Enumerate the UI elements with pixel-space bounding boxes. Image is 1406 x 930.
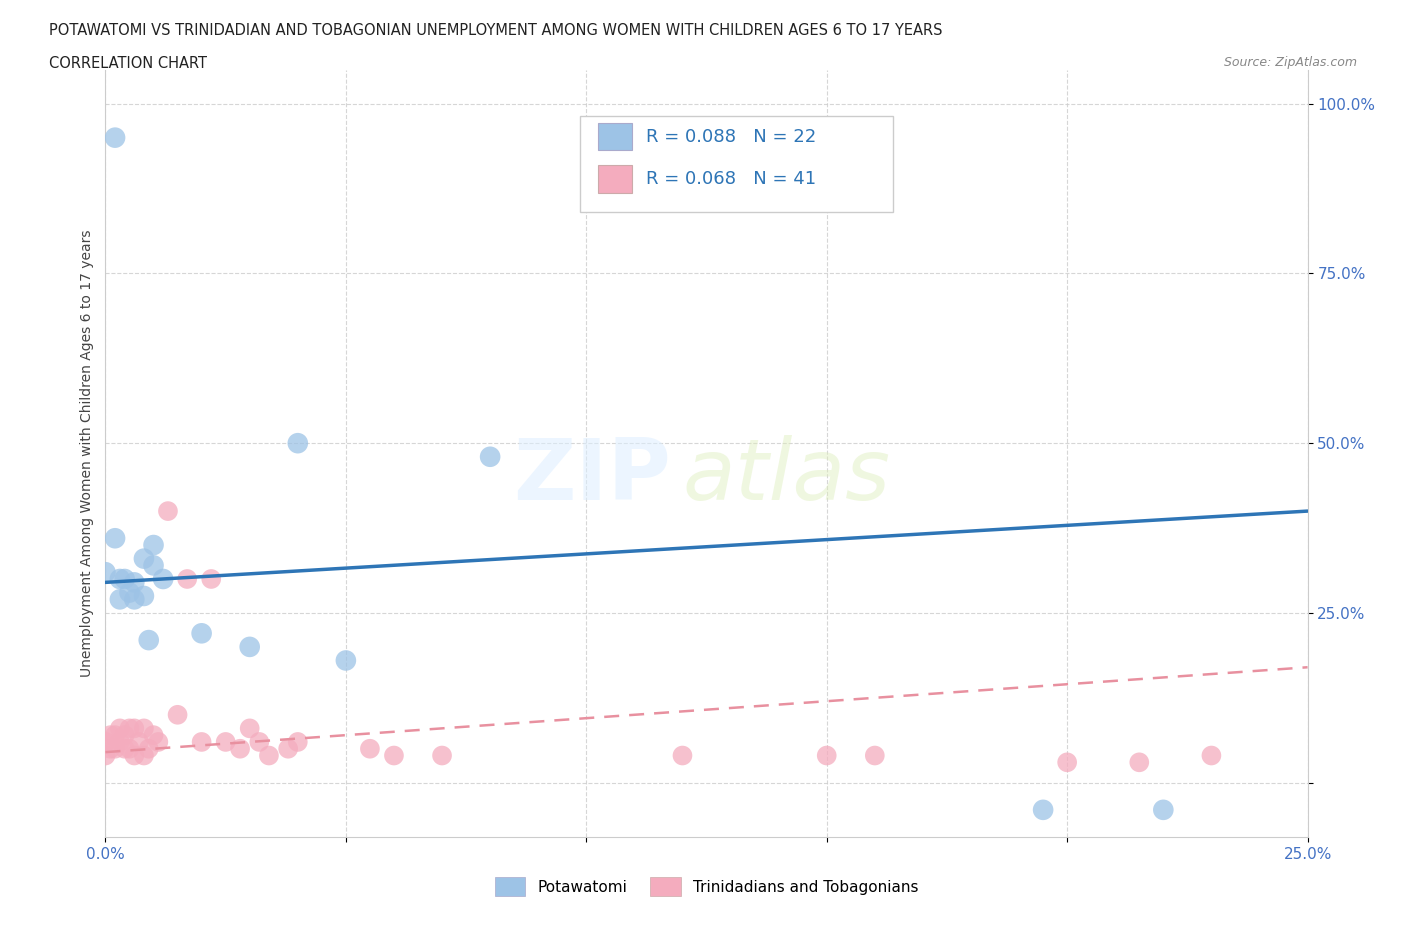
- Point: [124, 721, 146, 736]
- Point: [257, 748, 280, 763]
- Point: [108, 721, 131, 736]
- Text: atlas: atlas: [682, 435, 890, 518]
- Point: [132, 589, 155, 604]
- Point: [124, 591, 146, 606]
- Point: [114, 572, 136, 587]
- FancyBboxPatch shape: [581, 116, 893, 212]
- Point: [239, 721, 262, 736]
- Point: [138, 632, 160, 647]
- Point: [863, 748, 886, 763]
- Point: [247, 735, 270, 750]
- Point: [94, 735, 117, 750]
- Text: Source: ZipAtlas.com: Source: ZipAtlas.com: [1223, 56, 1357, 69]
- Point: [98, 741, 121, 756]
- Point: [1128, 755, 1150, 770]
- Point: [132, 721, 155, 736]
- Bar: [599, 165, 631, 193]
- Point: [1032, 803, 1054, 817]
- Point: [156, 504, 179, 519]
- Point: [132, 551, 155, 566]
- Point: [1152, 803, 1174, 817]
- Point: [148, 735, 170, 750]
- Point: [277, 741, 299, 756]
- Point: [1201, 748, 1223, 763]
- Point: [190, 735, 212, 750]
- Point: [166, 708, 188, 723]
- Point: [108, 572, 131, 587]
- Point: [815, 748, 838, 763]
- Point: [239, 640, 262, 655]
- Point: [142, 558, 165, 573]
- Point: [190, 626, 212, 641]
- Point: [128, 735, 150, 750]
- Point: [104, 741, 127, 756]
- Text: R = 0.068   N = 41: R = 0.068 N = 41: [647, 169, 817, 188]
- Point: [142, 538, 165, 552]
- Point: [152, 572, 174, 587]
- Point: [214, 735, 236, 750]
- Text: R = 0.088   N = 22: R = 0.088 N = 22: [647, 127, 817, 145]
- Point: [104, 531, 127, 546]
- Y-axis label: Unemployment Among Women with Children Ages 6 to 17 years: Unemployment Among Women with Children A…: [80, 230, 94, 677]
- Point: [94, 748, 117, 763]
- Point: [108, 591, 131, 606]
- Text: POTAWATOMI VS TRINIDADIAN AND TOBAGONIAN UNEMPLOYMENT AMONG WOMEN WITH CHILDREN : POTAWATOMI VS TRINIDADIAN AND TOBAGONIAN…: [49, 23, 942, 38]
- Point: [104, 727, 127, 742]
- Legend: Potawatomi, Trinidadians and Tobagonians: Potawatomi, Trinidadians and Tobagonians: [488, 871, 925, 902]
- Point: [94, 565, 117, 579]
- Point: [287, 436, 309, 451]
- Point: [114, 727, 136, 742]
- Text: CORRELATION CHART: CORRELATION CHART: [49, 56, 207, 71]
- Point: [430, 748, 453, 763]
- Point: [287, 735, 309, 750]
- Point: [176, 572, 198, 587]
- Bar: [599, 123, 631, 151]
- Point: [118, 721, 141, 736]
- Point: [124, 575, 146, 590]
- Point: [671, 748, 693, 763]
- Point: [359, 741, 381, 756]
- Point: [98, 727, 121, 742]
- Point: [229, 741, 252, 756]
- Text: ZIP: ZIP: [513, 435, 671, 518]
- Point: [335, 653, 357, 668]
- Point: [132, 748, 155, 763]
- Point: [142, 727, 165, 742]
- Point: [382, 748, 405, 763]
- Point: [1056, 755, 1078, 770]
- Point: [104, 130, 127, 145]
- Point: [124, 748, 146, 763]
- Point: [479, 449, 502, 464]
- Point: [118, 741, 141, 756]
- Point: [138, 741, 160, 756]
- Point: [114, 741, 136, 756]
- Point: [108, 735, 131, 750]
- Point: [118, 585, 141, 600]
- Point: [200, 572, 222, 587]
